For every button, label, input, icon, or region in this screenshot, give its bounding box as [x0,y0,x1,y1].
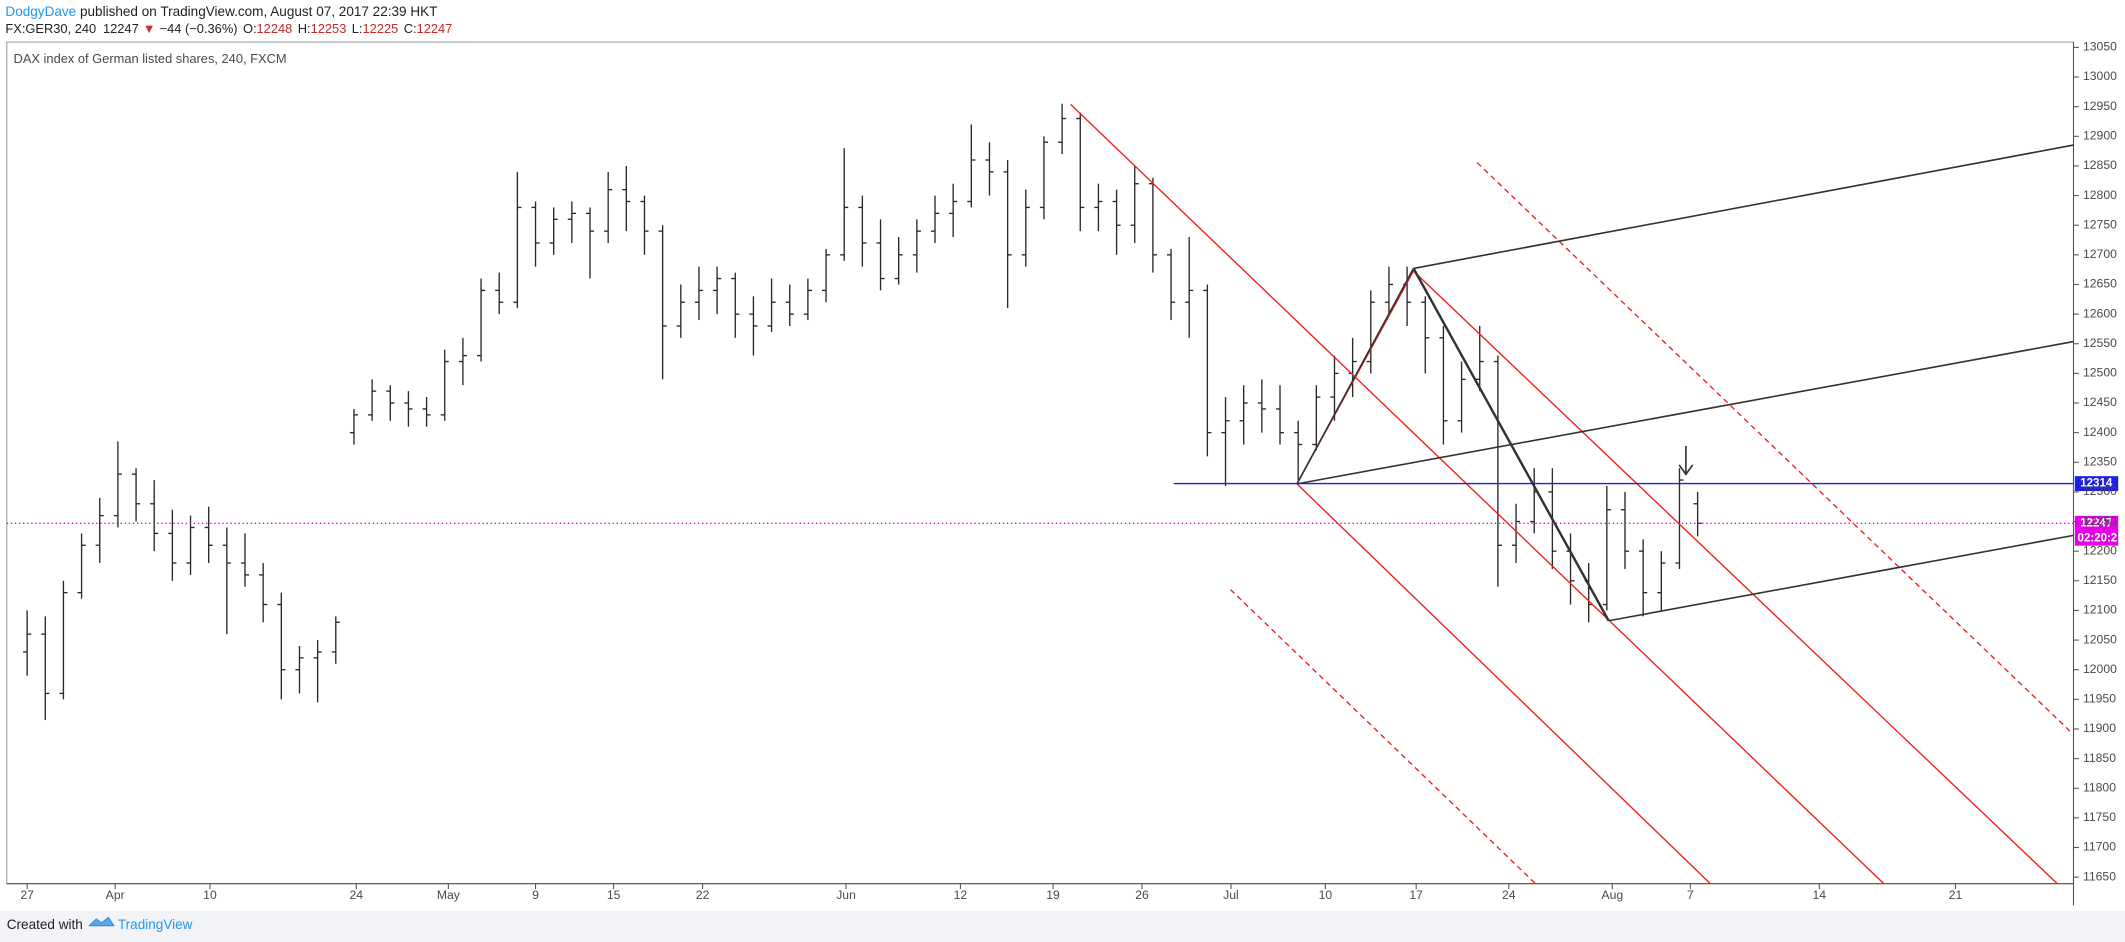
ohlc-value: 12253 [311,21,347,36]
arrow-annotation [1678,445,1694,476]
y-tick-label: 12850 [2083,158,2117,172]
y-tick-label: 13000 [2083,69,2117,83]
author[interactable]: DodgyDave [5,4,76,19]
symbol-line: FX:GER30, 240 12247 ▼ −44 (−0.36%) O:12248 H:… [5,21,452,36]
y-tick-label: 12250 [2083,514,2117,528]
y-tick-label: 12300 [2083,484,2117,498]
ohlc-label: H: [298,21,311,36]
y-tick-label: 11850 [2083,751,2116,765]
x-tick-label: 19 [1046,888,1060,902]
x-tick-label: 27 [20,888,34,902]
chart-title: DAX index of German listed shares, 240, … [14,51,287,66]
y-tick-label: 12450 [2083,395,2117,409]
pitchfork-line [1296,340,2074,485]
y-tick-label: 12800 [2083,188,2117,202]
y-tick-label: 12500 [2083,366,2117,380]
y-tick-label: 12100 [2083,603,2117,617]
x-tick-label: 9 [532,888,539,902]
x-tick-label: 15 [607,888,621,902]
change: −44 (−0.36%) [160,21,238,36]
x-tick-label: Jun [836,888,856,902]
x-tick-label: 22 [696,888,710,902]
x-tick-label: 24 [350,888,364,902]
pitchfork-handle [1296,268,1415,485]
y-tick-label: 12050 [2083,632,2117,646]
down-arrow: ▼ [143,21,156,36]
channel-line [1296,483,1711,885]
y-tick-label: 11700 [2083,840,2116,854]
ohlc-label: L: [352,21,363,36]
pitchfork-handle [1412,267,1610,622]
y-tick-label: 12150 [2083,573,2117,587]
ohlc-label: O: [243,21,257,36]
countdown-label: 02:20:2 [2078,532,2118,544]
ohlc-value: 12248 [257,21,293,36]
symbol: FX:GER30, 240 [5,21,96,36]
y-tick-label: 12900 [2083,129,2117,143]
y-tick-label: 11900 [2083,721,2116,735]
footer [0,910,2125,942]
ohlc-value: 12225 [363,21,399,36]
channel-line [1070,103,1885,885]
x-tick-label: 10 [203,888,217,902]
y-tick-label: 13050 [2083,40,2117,54]
y-tick-label: 11750 [2083,810,2116,824]
x-tick-label: 21 [1949,888,1963,902]
last-price: 12247 [103,21,139,36]
y-tick-label: 12600 [2083,306,2117,320]
y-tick-label: 11650 [2083,869,2116,883]
price-lines: 12314 12247 02:20:2 [6,476,2119,546]
y-tick-label: 12400 [2083,425,2117,439]
published: published on TradingView.com, August 07,… [76,4,437,19]
brand[interactable]: TradingView [118,917,193,932]
y-tick-label: 12950 [2083,99,2117,113]
x-tick-label: 26 [1135,888,1149,902]
plot-area [6,41,2075,885]
price-label-box [2074,476,2119,492]
price-label: 12247 [2080,517,2112,529]
y-tick-label: 12700 [2083,247,2117,261]
channel-line [1413,270,2058,885]
y-tick-label: 12350 [2083,454,2117,468]
x-tick-label: 7 [1687,888,1694,902]
y-tick-label: 12750 [2083,217,2117,231]
header-line: DodgyDave published on TradingView.com, … [5,4,437,19]
brand-logo [88,916,115,927]
x-tick-label: May [437,888,461,902]
y-tick-label: 12000 [2083,662,2117,676]
x-tick-label: 14 [1813,888,1827,902]
ohlc-label: C: [404,21,417,36]
x-tick-label: Apr [106,888,125,902]
price-label-box [2074,515,2119,546]
created-with: Created with [7,917,83,932]
x-tick-label: Aug [1601,888,1623,902]
x-tick-label: 24 [1502,888,1516,902]
pitchfork-line [1413,144,2074,270]
y-tick-label: 11950 [2083,692,2116,706]
dashed-channel [1476,162,2072,733]
bars [23,103,1702,721]
x-tick-label: 10 [1319,888,1333,902]
x-tick-label: 17 [1409,888,1423,902]
y-tick-label: 11800 [2083,780,2116,794]
y-tick-label: 12550 [2083,336,2117,350]
ohlc-value: 12247 [417,21,453,36]
y-tick-label: 12650 [2083,277,2117,291]
pitchfork-line [1608,534,2074,622]
x-tick-label: 12 [954,888,968,902]
price-label: 12314 [2080,478,2113,490]
y-tick-label: 12200 [2083,543,2117,557]
drawings [1070,103,2074,885]
x-tick-label: Jul [1223,888,1239,902]
dashed-channel [1230,589,1536,885]
